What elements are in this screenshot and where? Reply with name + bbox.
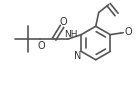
- Text: O: O: [38, 41, 45, 51]
- Text: O: O: [124, 27, 132, 37]
- Text: NH: NH: [64, 30, 78, 39]
- Text: N: N: [74, 51, 81, 61]
- Text: O: O: [59, 17, 67, 27]
